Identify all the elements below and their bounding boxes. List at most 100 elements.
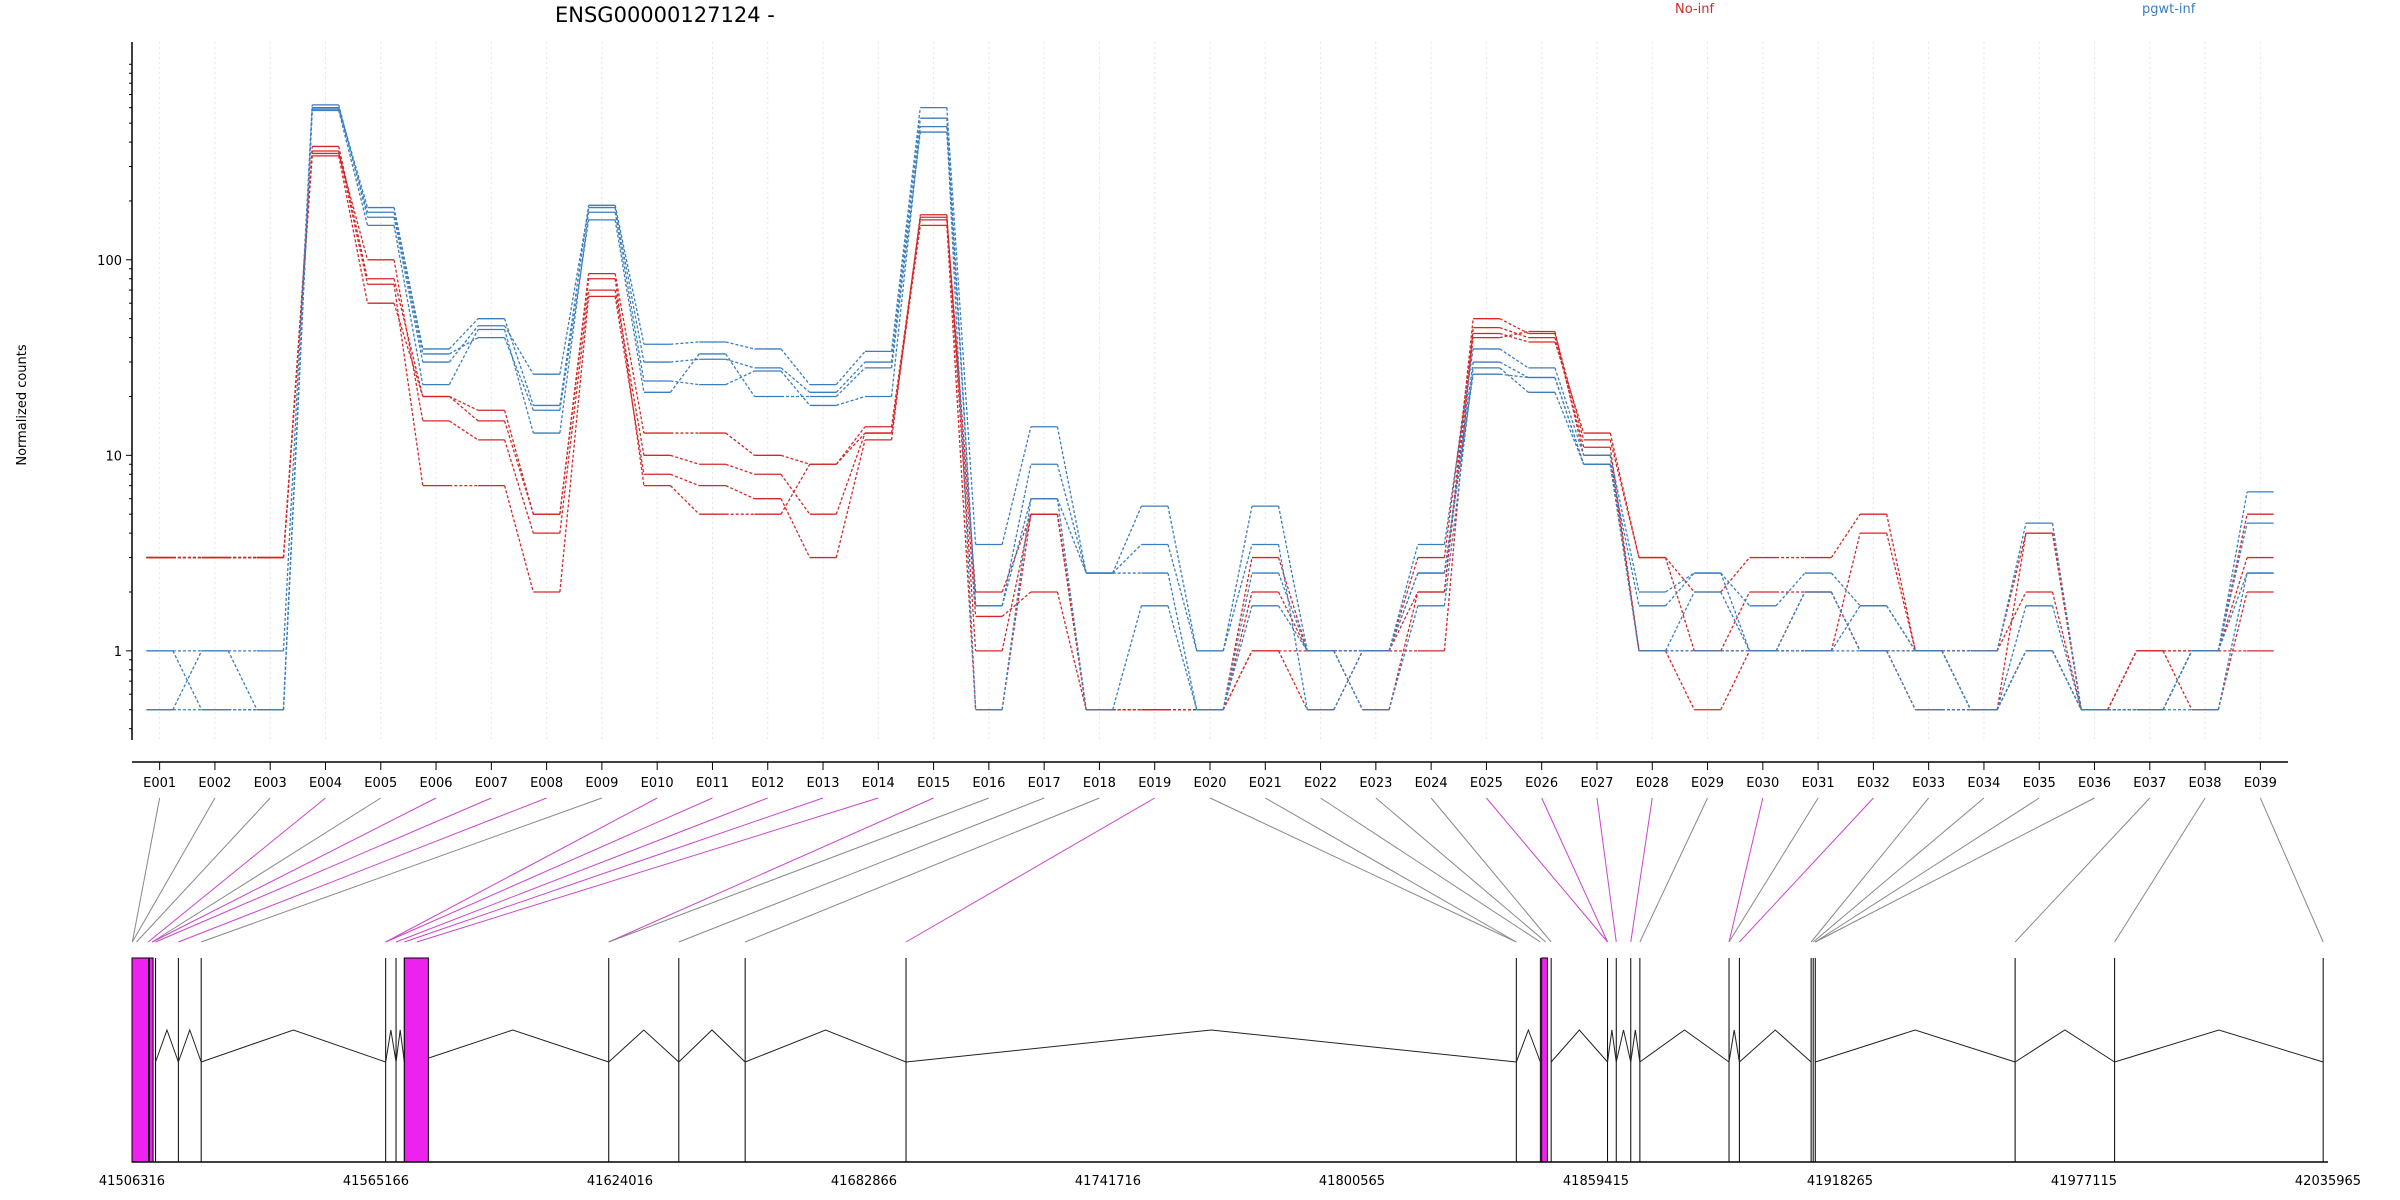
exon-block-2 — [403, 957, 429, 1163]
series-1-link-E028 — [1664, 557, 1695, 652]
series-5-link-E013 — [835, 361, 866, 393]
series-7-link-E026 — [1554, 377, 1585, 465]
series-3-link-E013 — [835, 432, 866, 465]
x-tick-label-E012: E012 — [751, 776, 784, 791]
series-4-link-E016 — [1001, 426, 1032, 545]
x-tick-label-E014: E014 — [862, 776, 895, 791]
series-4-link-E012 — [780, 348, 811, 386]
series-7-link-E021 — [1277, 572, 1308, 652]
connector-E036 — [1815, 797, 2095, 943]
series-6-link-E019 — [1167, 605, 1198, 710]
series-0-link-E012 — [780, 454, 810, 465]
series-4-link-E009 — [614, 205, 645, 345]
series-7-link-E009 — [614, 219, 645, 393]
series-7-link-E007 — [503, 337, 534, 411]
legend-no-inf: No-inf — [1675, 2, 1714, 17]
series-1-link-E004 — [338, 153, 369, 260]
series-6-link-E031 — [1830, 605, 1861, 652]
series-6-link-E009 — [614, 212, 645, 382]
genomic-tick-label-42035965: 42035965 — [2295, 1174, 2361, 1189]
series-0-link-E006 — [449, 395, 479, 411]
genomic-tick-label-41565166: 41565166 — [343, 1174, 409, 1189]
connector-E037 — [2014, 797, 2151, 943]
connector-E023 — [1375, 797, 1547, 943]
series-1-link-E027 — [1609, 439, 1640, 558]
connector-E024 — [1430, 797, 1552, 943]
series-3-link-E017 — [1056, 514, 1087, 710]
series-6-link-E023 — [1388, 605, 1419, 710]
series-7-link-E004 — [338, 108, 369, 213]
series-0-link-E013 — [835, 426, 866, 465]
x-tick-label-E020: E020 — [1193, 776, 1226, 791]
connector-E025 — [1486, 797, 1608, 943]
series-1-link-E011 — [725, 463, 755, 475]
series-5-link-E004 — [338, 104, 369, 218]
series-6-link-E001 — [172, 650, 203, 710]
series-5-link-E014 — [890, 118, 921, 363]
genomic-tick-label-41800565: 41800565 — [1319, 1174, 1385, 1189]
connector-E002 — [131, 797, 216, 943]
intron-15 — [1515, 1028, 1541, 1063]
connector-E032 — [1739, 797, 1874, 943]
series-5-link-E005 — [393, 217, 424, 363]
series-6-link-E010 — [670, 380, 700, 386]
x-tick-label-E017: E017 — [1028, 776, 1061, 791]
series-3-link-E003 — [282, 155, 313, 558]
connector-E011 — [385, 797, 713, 943]
intron-22 — [1639, 1029, 1730, 1063]
x-tick-label-E016: E016 — [972, 776, 1005, 791]
series-6-link-E006 — [448, 329, 479, 385]
series-4-link-E029 — [1720, 572, 1751, 652]
series-7-link-E029 — [1720, 572, 1751, 607]
intron-20 — [1615, 1029, 1632, 1063]
series-4-link-E008 — [559, 205, 590, 406]
connector-E004 — [147, 797, 326, 943]
intron-14 — [905, 1029, 1517, 1063]
intron-11 — [608, 1029, 680, 1063]
series-1-link-E038 — [2217, 557, 2248, 652]
x-tick-label-E006: E006 — [420, 776, 453, 791]
connector-E035 — [1814, 797, 2040, 943]
series-3-link-E023 — [1388, 591, 1419, 710]
series-1 — [146, 152, 2274, 711]
series-0-link-E007 — [503, 410, 534, 515]
series-0-link-E038 — [2217, 514, 2248, 651]
series-6-link-E022 — [1333, 650, 1364, 710]
series-6-link-E015 — [946, 126, 977, 710]
series-1-link-E016 — [1001, 591, 1032, 617]
series-4-link-E010 — [670, 341, 700, 345]
series-7-link-E017 — [1056, 498, 1087, 574]
x-tick-label-E007: E007 — [475, 776, 508, 791]
series-5-link-E025 — [1499, 361, 1529, 379]
series-3-link-E028 — [1664, 650, 1695, 710]
connector-E031 — [1728, 797, 1819, 943]
series-3-link-E004 — [338, 155, 369, 304]
series-3-link-E005 — [393, 302, 424, 397]
connector-E017 — [678, 797, 1045, 943]
series-1-link-E006 — [448, 420, 479, 441]
series-2-link-E010 — [670, 473, 700, 487]
series-7-link-E003 — [282, 109, 313, 710]
series-5-link-E006 — [448, 325, 479, 363]
series-7-link-E031 — [1830, 572, 1861, 607]
series-4-link-E020 — [1222, 505, 1253, 651]
series-1-link-E021 — [1277, 591, 1308, 652]
legend-pgwt-inf: pgwt-inf — [2142, 2, 2196, 17]
connector-E001 — [131, 797, 161, 943]
x-tick-label-E011: E011 — [696, 776, 729, 791]
series-4-link-E011 — [725, 341, 755, 350]
genomic-tick-label-41977115: 41977115 — [2051, 1174, 2117, 1189]
y-axis: 1 10 100 — [97, 42, 133, 740]
series-3-link-E006 — [448, 395, 479, 422]
series-1-link-E005 — [393, 259, 424, 422]
series-7-link-E010 — [669, 353, 700, 393]
series-3-link-E036 — [2107, 650, 2138, 710]
connector-E010 — [385, 797, 658, 943]
series-3-link-E012 — [780, 463, 811, 515]
connector-E022 — [1320, 797, 1541, 943]
x-tick-label-E038: E038 — [2189, 776, 2222, 791]
series-lines — [146, 104, 2274, 711]
series-2 — [146, 150, 2274, 711]
series-6-link-E018 — [1112, 605, 1143, 710]
series-0-link-E023 — [1388, 557, 1419, 652]
